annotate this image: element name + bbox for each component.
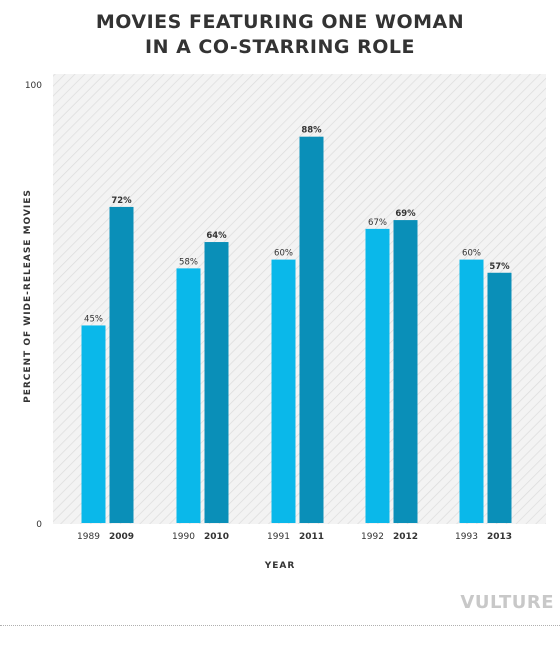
x-tick-label-2010: 2010: [204, 532, 229, 542]
bar-2010: [204, 242, 229, 524]
chart-title-line-1: MOVIES FEATURING ONE WOMAN: [95, 11, 465, 33]
y-tick-label: 100: [25, 81, 42, 91]
y-tick-label: 0: [36, 520, 42, 530]
value-label-2011: 88%: [301, 126, 322, 136]
bottom-divider: [0, 625, 560, 626]
x-axis-label: YEAR: [264, 561, 296, 571]
bar-1993: [459, 259, 484, 523]
x-tick-label-2011: 2011: [299, 532, 324, 542]
vulture-logo: VULTURE: [460, 592, 554, 613]
value-label-2012: 69%: [395, 209, 416, 219]
x-tick-label-1992: 1992: [361, 532, 384, 542]
bars-layer: [81, 136, 512, 524]
x-tick-label-2012: 2012: [393, 532, 418, 542]
bar-2009: [109, 206, 134, 524]
x-tick-label-1993: 1993: [455, 532, 478, 542]
bar-1992: [365, 228, 390, 523]
value-label-2010: 64%: [206, 231, 227, 241]
labels-layer: 0 100 45% 1989 72% 2009 58% 1990 64% 2010 60% 1991 8…: [25, 81, 512, 542]
value-label-1989: 45%: [84, 314, 103, 324]
x-tick-label-1989: 1989: [77, 532, 100, 542]
bar-1991: [271, 259, 296, 523]
bar-1989: [81, 325, 106, 523]
bar-2013: [487, 272, 512, 523]
bar-2011: [299, 136, 324, 523]
value-label-1993: 60%: [462, 249, 481, 259]
x-tick-label-1990: 1990: [172, 532, 195, 542]
value-label-2009: 72%: [111, 196, 132, 206]
y-axis-label: PERCENT OF WIDE-RELEASE MOVIES: [23, 189, 33, 403]
value-label-2013: 57%: [489, 262, 510, 272]
value-label-1992: 67%: [368, 218, 387, 228]
value-label-1991: 60%: [274, 249, 293, 259]
x-tick-label-1991: 1991: [267, 532, 290, 542]
x-tick-label-2009: 2009: [109, 532, 134, 542]
bar-1990: [176, 268, 201, 523]
value-label-1990: 58%: [179, 257, 198, 267]
x-tick-label-2013: 2013: [487, 532, 512, 542]
chart-title: MOVIES FEATURING ONE WOMAN IN A CO-STARR…: [0, 10, 560, 60]
bar-2012: [393, 220, 418, 523]
chart-title-line-2: IN A CO-STARRING ROLE: [145, 36, 415, 58]
